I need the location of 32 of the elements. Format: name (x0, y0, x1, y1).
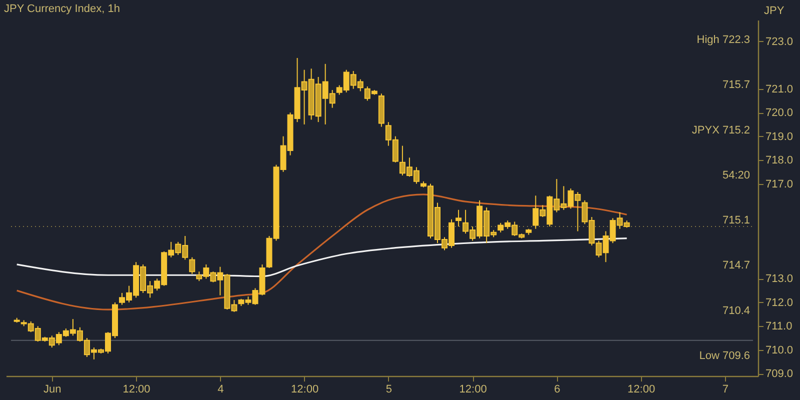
annotation: Low 709.6 (699, 350, 750, 362)
y-tick-label: 723.0 (766, 36, 794, 48)
x-tick-label: 7 (722, 384, 729, 396)
x-tick-label: 6 (554, 384, 560, 396)
annotation: 715.7 (722, 79, 750, 92)
y-tick-label: 712.0 (766, 296, 794, 309)
annotation: 54:20 (722, 169, 750, 182)
x-tick-label: 12:00 (459, 384, 487, 396)
x-tick-label: 5 (386, 384, 392, 396)
x-tick-label: 12:00 (628, 384, 656, 396)
x-tick-label: 12:00 (291, 384, 319, 396)
y-tick-label: 717.0 (766, 178, 794, 190)
annotation: 710.4 (722, 304, 750, 317)
y-tick-label: 718.0 (766, 154, 794, 167)
chart-title: JPY Currency Index, 1h (4, 3, 120, 15)
candlestick (189, 256, 196, 274)
y-tick-label: 719.0 (766, 130, 794, 143)
y-tick-label: 711.0 (766, 320, 792, 333)
annotation: 715.1 (722, 214, 750, 227)
x-tick-label: Jun (44, 384, 62, 396)
annotation: High 722.3 (696, 34, 750, 46)
y-tick-label: 721.0 (766, 83, 794, 96)
x-tick-label: 4 (218, 384, 224, 396)
y-tick-label: 713.0 (766, 273, 794, 286)
y-axis-title: JPY (764, 5, 785, 17)
candlestick (456, 209, 462, 227)
annotation: 714.7 (722, 260, 750, 272)
y-tick-label: 710.0 (766, 344, 794, 356)
y-tick-label: 720.0 (766, 107, 794, 120)
x-tick-label: 12:00 (122, 384, 150, 396)
annotation: JPYX 715.2 (692, 124, 750, 136)
y-tick-label: 709.0 (766, 368, 794, 380)
